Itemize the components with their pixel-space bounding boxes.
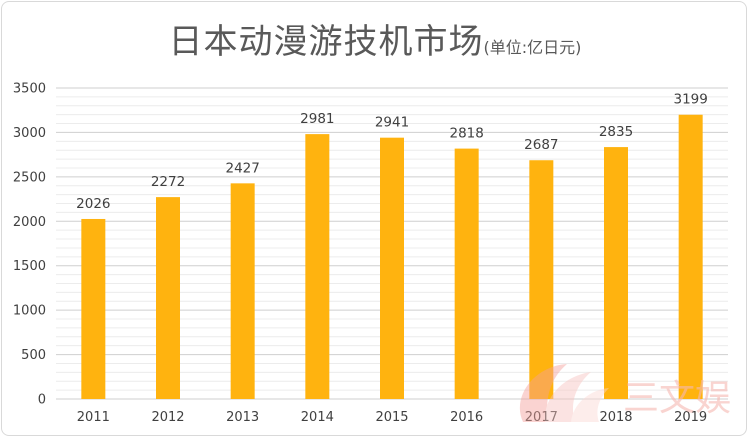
x-tick-label: 2014 — [301, 410, 334, 425]
x-tick-label: 2013 — [226, 410, 259, 425]
data-label-2015: 2941 — [375, 115, 409, 131]
chart-title: 日本动漫游技机市场(单位:亿日元) — [0, 14, 750, 63]
bar-2019 — [678, 114, 703, 399]
bar-2012 — [156, 197, 180, 399]
bar-2018 — [604, 147, 628, 399]
chart-title-main: 日本动漫游技机市场 — [168, 22, 484, 62]
data-label-2011: 2026 — [76, 196, 110, 212]
x-tick-label: 2018 — [599, 410, 632, 425]
watermark-text: 三文娱 — [623, 378, 731, 419]
data-label-2017: 2687 — [524, 137, 558, 153]
bar-2015 — [380, 137, 404, 399]
x-tick-label: 2011 — [77, 410, 110, 425]
y-axis-ticks: 0 500 1000 1500 2000 2500 3000 3500 — [13, 82, 46, 408]
data-labels: 2026 2272 2427 2981 2941 2818 2687 2835 3199 — [76, 92, 708, 212]
y-tick-label: 0 — [38, 393, 46, 408]
data-label-2014: 2981 — [300, 111, 334, 127]
watermark-logo: 三文娱 — [505, 356, 745, 432]
data-label-2013: 2427 — [225, 160, 259, 176]
x-tick-label: 2016 — [450, 410, 483, 425]
bar-2016 — [454, 148, 479, 399]
x-tick-label: 2012 — [151, 410, 184, 425]
bar-2014 — [305, 134, 330, 399]
x-tick-label: 2015 — [375, 410, 408, 425]
y-tick-label: 3500 — [13, 82, 46, 97]
x-axis-ticks: 2011 2012 2013 2014 2015 2016 2017 2018 2019 — [77, 410, 707, 425]
watermark-logo-graphic: 三文娱 — [519, 364, 731, 422]
y-tick-label: 2500 — [13, 170, 46, 185]
bar-2013 — [230, 183, 255, 399]
data-label-2019: 3199 — [673, 92, 707, 108]
bars — [81, 114, 703, 399]
x-tick-label: 2019 — [674, 410, 707, 425]
y-tick-label: 1500 — [13, 259, 46, 274]
y-tick-label: 2000 — [13, 215, 46, 230]
chart-title-unit: (单位:亿日元) — [483, 38, 582, 57]
y-tick-label: 500 — [21, 348, 46, 363]
y-tick-label: 1000 — [13, 304, 46, 319]
x-tick-label: 2017 — [525, 410, 558, 425]
data-label-2012: 2272 — [151, 174, 185, 190]
bar-2017 — [529, 160, 554, 399]
data-label-2016: 2818 — [449, 126, 483, 142]
data-label-2018: 2835 — [599, 124, 633, 140]
bar-2011 — [81, 218, 106, 399]
y-tick-label: 3000 — [13, 126, 46, 141]
